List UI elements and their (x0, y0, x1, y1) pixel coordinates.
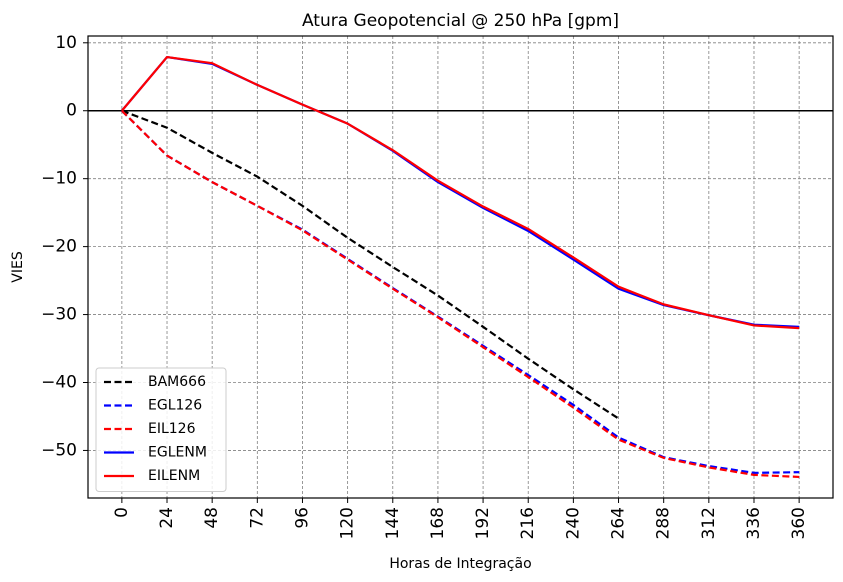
legend-label-eil126: EIL126 (148, 421, 196, 437)
x-tick-label-10: 240 (563, 507, 583, 539)
chart-title: Atura Geopotencial @ 250 hPa [gpm] (302, 11, 619, 31)
x-tick-label-0: 0 (112, 507, 132, 518)
y-axis-label: VIES (10, 251, 26, 283)
x-tick-label-8: 192 (473, 507, 493, 539)
grid (88, 36, 833, 498)
series-layer (121, 55, 800, 479)
y-tick-label-3: −20 (41, 237, 77, 257)
ticks: 0 24 48 72 96 120 144 168 192 216 240 264 288 312 336 3… (41, 33, 809, 540)
x-tick-label-15: 360 (789, 507, 809, 539)
x-tick-label-12: 288 (654, 507, 674, 539)
legend-label-bam666: BAM666 (148, 374, 206, 390)
legend-label-eglenm: EGLENM (148, 445, 207, 461)
y-tick-label-2: −10 (41, 169, 77, 189)
legend: BAM666 EGL126 EIL126 EGLENM EILENM (95, 367, 227, 492)
legend-label-eilenm: EILENM (148, 468, 200, 484)
x-tick-label-11: 264 (609, 507, 629, 539)
plot-frame (87, 35, 834, 499)
y-tick-label-0: 10 (55, 33, 77, 53)
legend-box (95, 367, 227, 492)
x-tick-label-7: 168 (428, 507, 448, 539)
series-line-eil126 (121, 109, 800, 479)
series-line-eilenm (121, 55, 800, 330)
x-tick-label-13: 312 (699, 507, 719, 539)
x-tick-label-14: 336 (744, 507, 764, 539)
y-tick-label-6: −50 (41, 440, 77, 460)
y-tick-label-1: 0 (66, 101, 77, 121)
x-tick-label-1: 24 (157, 507, 177, 529)
x-tick-label-5: 120 (338, 507, 358, 539)
x-tick-label-9: 216 (518, 507, 538, 539)
y-tick-label-4: −30 (41, 305, 77, 325)
y-tick-label-5: −40 (41, 373, 77, 393)
series-line-bam666 (121, 109, 620, 420)
x-axis-label: Horas de Integração (389, 556, 531, 572)
legend-label-egl126: EGL126 (148, 398, 202, 414)
x-tick-label-4: 96 (292, 507, 312, 529)
x-tick-label-3: 72 (247, 507, 267, 529)
x-tick-label-2: 48 (202, 507, 222, 529)
x-tick-label-6: 144 (383, 507, 403, 539)
